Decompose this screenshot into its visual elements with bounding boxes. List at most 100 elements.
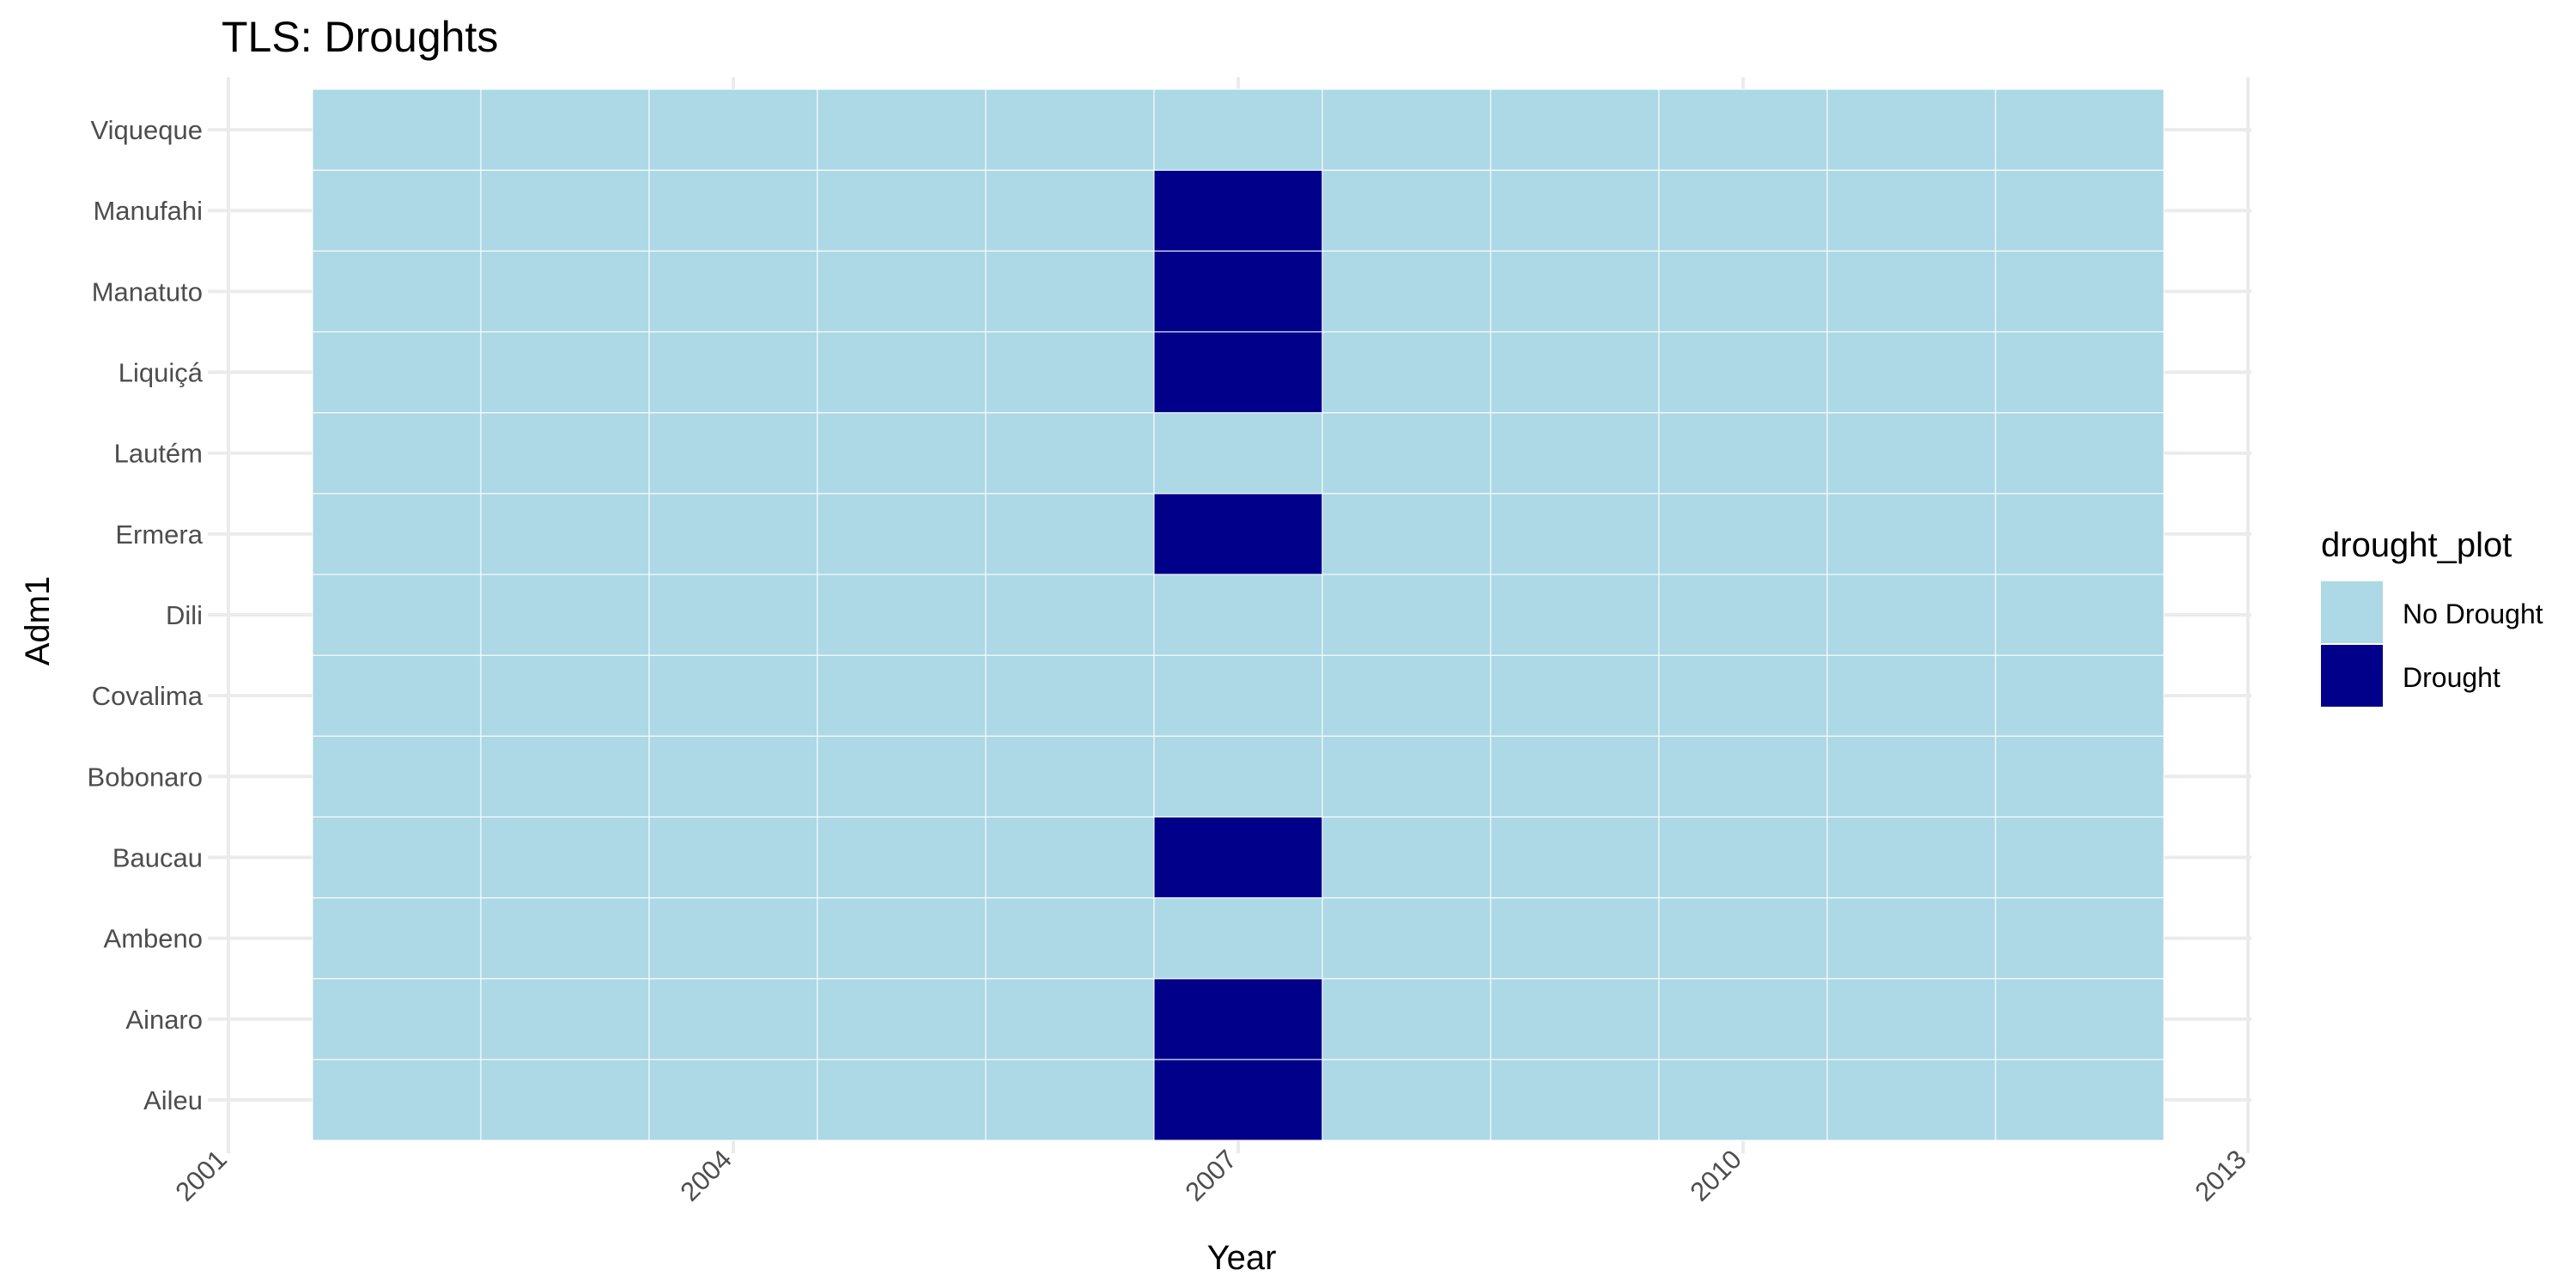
tile-lautem-2012 <box>1995 412 2165 495</box>
tile-covalima-2007 <box>1153 654 1323 737</box>
tile-manatuto-2006 <box>985 250 1155 333</box>
tile-viqueque-2012 <box>1995 88 2165 171</box>
heatmap-tiles <box>312 88 2165 1141</box>
tile-viqueque-2002 <box>312 88 482 171</box>
y-tick-viqueque: Viqueque <box>91 115 203 145</box>
tile-covalima-2004 <box>648 654 818 737</box>
tile-bobonaro-2010 <box>1658 735 1828 817</box>
tile-bobonaro-2003 <box>480 735 650 817</box>
tile-lautem-2010 <box>1658 412 1828 495</box>
tile-covalima-2012 <box>1995 654 2165 737</box>
tile-aileu-2006 <box>985 1059 1155 1141</box>
tile-ermera-2010 <box>1658 493 1828 575</box>
chart-title: TLS: Droughts <box>222 13 498 61</box>
tile-liquica-2008 <box>1321 331 1492 414</box>
tile-lautem-2005 <box>817 412 987 495</box>
tile-ermera-2012 <box>1995 493 2165 575</box>
tile-liquica-2007 <box>1153 331 1323 414</box>
tile-aileu-2007 <box>1153 1059 1323 1141</box>
tile-ermera-2003 <box>480 493 650 575</box>
tile-ermera-2005 <box>817 493 987 575</box>
tile-baucau-2005 <box>817 816 987 899</box>
tile-aileu-2012 <box>1995 1059 2165 1141</box>
tile-ainaro-2004 <box>648 978 818 1060</box>
tile-covalima-2005 <box>817 654 987 737</box>
tile-aileu-2002 <box>312 1059 482 1141</box>
tile-liquica-2003 <box>480 331 650 414</box>
tile-ainaro-2008 <box>1321 978 1492 1060</box>
x-tick-labels: 2001 2004 2007 2010 2013 <box>169 1144 2252 1207</box>
tile-viqueque-2007 <box>1153 88 1323 171</box>
tile-baucau-2009 <box>1490 816 1660 899</box>
y-tick-ambeno: Ambeno <box>104 924 203 954</box>
tile-manatuto-2009 <box>1490 250 1660 333</box>
tile-manufahi-2009 <box>1490 169 1660 252</box>
tile-dili-2009 <box>1490 574 1660 656</box>
tile-ermera-2009 <box>1490 493 1660 575</box>
tile-bobonaro-2005 <box>817 735 987 817</box>
tile-liquica-2010 <box>1658 331 1828 414</box>
tile-manufahi-2012 <box>1995 169 2165 252</box>
tile-manatuto-2010 <box>1658 250 1828 333</box>
tile-ainaro-2006 <box>985 978 1155 1060</box>
tile-liquica-2012 <box>1995 331 2165 414</box>
tile-manatuto-2005 <box>817 250 987 333</box>
tile-liquica-2002 <box>312 331 482 414</box>
tile-dili-2010 <box>1658 574 1828 656</box>
x-tick-2010: 2010 <box>1684 1144 1747 1207</box>
tile-ainaro-2010 <box>1658 978 1828 1060</box>
tile-manatuto-2003 <box>480 250 650 333</box>
tile-liquica-2004 <box>648 331 818 414</box>
tile-ambeno-2004 <box>648 896 818 980</box>
tile-aileu-2003 <box>480 1059 650 1141</box>
tile-ambeno-2008 <box>1321 896 1492 980</box>
tile-aileu-2009 <box>1490 1059 1660 1141</box>
tile-bobonaro-2009 <box>1490 735 1660 817</box>
tile-baucau-2008 <box>1321 816 1492 899</box>
tile-ermera-2002 <box>312 493 482 575</box>
tile-manufahi-2005 <box>817 169 987 252</box>
tile-manufahi-2010 <box>1658 169 1828 252</box>
y-tick-covalima: Covalima <box>92 681 204 711</box>
tile-ermera-2011 <box>1826 493 1996 575</box>
legend-swatch-drought <box>2321 645 2383 707</box>
y-tick-aileu: Aileu <box>143 1085 203 1115</box>
tile-lautem-2004 <box>648 412 818 495</box>
tile-liquica-2005 <box>817 331 987 414</box>
tile-baucau-2011 <box>1826 816 1996 899</box>
tile-ermera-2007 <box>1153 493 1323 575</box>
tile-covalima-2010 <box>1658 654 1828 737</box>
tile-manufahi-2004 <box>648 169 818 252</box>
tile-manatuto-2004 <box>648 250 818 333</box>
legend-label-drought: Drought <box>2403 662 2500 693</box>
tile-manufahi-2003 <box>480 169 650 252</box>
y-tick-dili: Dili <box>166 600 203 630</box>
tile-dili-2006 <box>985 574 1155 656</box>
tile-manufahi-2002 <box>312 169 482 252</box>
tile-lautem-2007 <box>1153 412 1323 495</box>
tile-dili-2003 <box>480 574 650 656</box>
tile-baucau-2007 <box>1153 816 1323 899</box>
tile-lautem-2009 <box>1490 412 1660 495</box>
tile-manatuto-2002 <box>312 250 482 333</box>
tile-baucau-2002 <box>312 816 482 899</box>
tile-lautem-2011 <box>1826 412 1996 495</box>
y-tick-lautem: Lautém <box>114 439 203 469</box>
legend: drought_plot No Drought Drought <box>2321 526 2543 707</box>
tile-baucau-2012 <box>1995 816 2165 899</box>
tile-bobonaro-2004 <box>648 735 818 817</box>
tile-ambeno-2006 <box>985 896 1155 980</box>
tile-manufahi-2011 <box>1826 169 1996 252</box>
tile-bobonaro-2006 <box>985 735 1155 817</box>
tile-ainaro-2007 <box>1153 978 1323 1060</box>
tile-covalima-2008 <box>1321 654 1492 737</box>
tile-aileu-2004 <box>648 1059 818 1141</box>
tile-ermera-2006 <box>985 493 1155 575</box>
legend-label-no-drought: No Drought <box>2403 598 2543 629</box>
tile-baucau-2006 <box>985 816 1155 899</box>
tile-ambeno-2005 <box>817 896 987 980</box>
tile-dili-2012 <box>1995 574 2165 656</box>
tile-manatuto-2008 <box>1321 250 1492 333</box>
tile-ainaro-2011 <box>1826 978 1996 1060</box>
